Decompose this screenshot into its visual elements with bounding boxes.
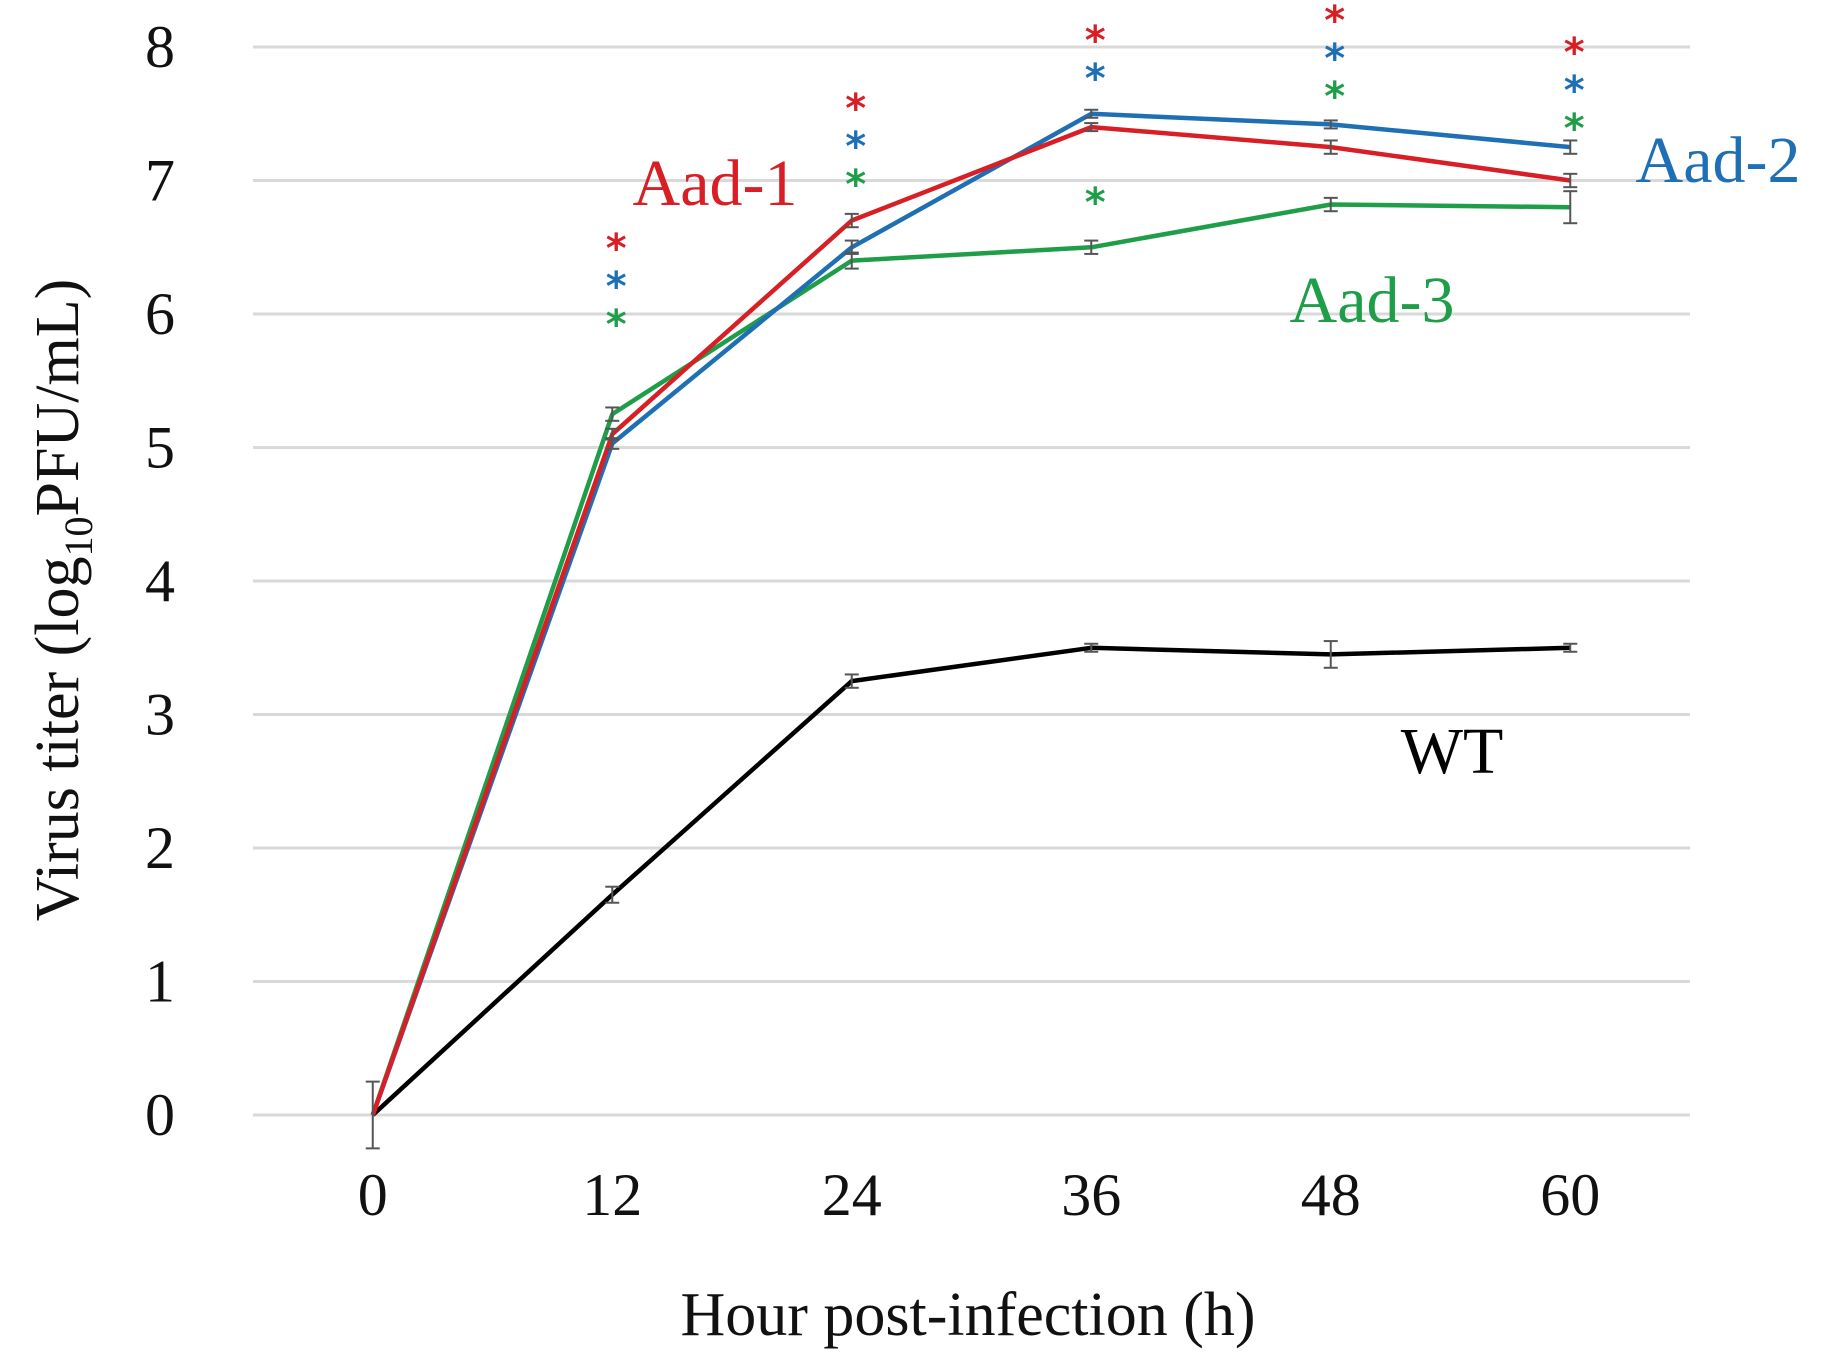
- significance-marks: ***************: [606, 0, 1585, 348]
- error-bar-aad-1-60: [1563, 172, 1578, 189]
- y-axis-title-main: Virus titer (log: [24, 556, 92, 921]
- series-label-aad-1: Aad-1: [633, 147, 798, 220]
- error-bar-aad-2-24: [844, 239, 859, 255]
- series-line-aad-1: [370, 124, 1571, 1116]
- error-bar-aad-1-12: [605, 427, 620, 441]
- error-bar-wt-48: [1323, 640, 1338, 669]
- x-tick-label-24: 24: [822, 1162, 882, 1228]
- y-tick-label-5: 5: [145, 415, 175, 481]
- error-bars: [365, 108, 1578, 1150]
- y-axis-title-subscript: 10: [56, 516, 101, 556]
- significance-star-aad-3-36h: *: [1085, 180, 1106, 226]
- significance-star-aad-2-60h: *: [1564, 68, 1585, 114]
- significance-star-aad-3-60h: *: [1564, 106, 1585, 152]
- error-bar-aad-2-48: [1323, 119, 1338, 130]
- y-tick-label-0: 0: [145, 1082, 175, 1148]
- x-tick-label-48: 48: [1301, 1162, 1361, 1228]
- error-bar-wt-60: [1563, 642, 1578, 653]
- series-label-wt: WT: [1401, 715, 1504, 788]
- error-bar-aad-1-48: [1323, 139, 1338, 155]
- x-tick-label-12: 12: [582, 1162, 642, 1228]
- significance-star-aad-1-48h: *: [1324, 0, 1345, 44]
- series-line-aad-2: [370, 111, 1571, 1116]
- series-label-aad-3: Aad-3: [1290, 264, 1455, 337]
- series-label-aad-2: Aad-2: [1636, 124, 1801, 197]
- y-tick-label-8: 8: [145, 14, 175, 80]
- x-tick-label-36: 36: [1061, 1162, 1121, 1228]
- y-axis-title: Virus titer (log10PFU/mL): [24, 279, 101, 921]
- x-tick-label-60: 60: [1540, 1162, 1600, 1228]
- series-line-aad-3: [370, 202, 1571, 1116]
- error-bar-aad-3-60: [1563, 190, 1578, 225]
- error-bar-aad-3-12: [605, 406, 620, 422]
- error-bar-aad-3-48: [1323, 196, 1338, 213]
- significance-star-aad-3-12h: *: [606, 302, 627, 348]
- significance-star-aad-1-36h: *: [1085, 18, 1106, 64]
- x-tick-label-0: 0: [358, 1162, 388, 1228]
- error-bar-aad-3-0: [365, 1080, 380, 1150]
- significance-star-aad-2-24h: *: [845, 124, 866, 170]
- significance-star-aad-2-36h: *: [1085, 56, 1106, 102]
- y-tick-labels: 0 1 2 3 4 5 6 7 8: [145, 14, 175, 1148]
- y-tick-label-6: 6: [145, 281, 175, 347]
- significance-star-aad-2-12h: *: [606, 264, 627, 310]
- x-axis-title: Hour post-infection (h): [680, 1281, 1255, 1349]
- series-line-wt: [371, 645, 1571, 1117]
- significance-star-aad-3-24h: *: [845, 162, 866, 208]
- error-bar-aad-2-60: [1563, 139, 1578, 155]
- gridlines: [253, 45, 1690, 1117]
- error-bar-aad-2-36: [1084, 108, 1099, 119]
- significance-star-aad-1-60h: *: [1564, 30, 1585, 76]
- error-bar-wt-36: [1084, 642, 1099, 653]
- significance-star-aad-1-12h: *: [606, 226, 627, 272]
- series-labels: Aad-1 Aad-2 Aad-3 WT: [633, 124, 1801, 788]
- y-tick-label-3: 3: [145, 682, 175, 748]
- y-tick-label-2: 2: [145, 815, 175, 881]
- error-bar-aad-1-24: [844, 212, 859, 229]
- significance-star-aad-2-48h: *: [1324, 36, 1345, 82]
- y-tick-label-7: 7: [145, 148, 175, 214]
- significance-star-aad-1-24h: *: [845, 86, 866, 132]
- error-bar-aad-1-36: [1084, 122, 1099, 133]
- significance-star-aad-3-48h: *: [1324, 74, 1345, 120]
- error-bar-wt-24: [844, 673, 859, 689]
- x-tick-labels: 0 12 24 36 48 60: [358, 1162, 1601, 1228]
- error-bar-wt-12: [605, 885, 620, 904]
- y-axis-title-tail: PFU/mL): [24, 279, 92, 517]
- y-tick-label-1: 1: [145, 949, 175, 1015]
- series-lines: [370, 111, 1571, 1117]
- y-tick-label-4: 4: [145, 548, 175, 614]
- error-bar-aad-3-36: [1084, 239, 1099, 255]
